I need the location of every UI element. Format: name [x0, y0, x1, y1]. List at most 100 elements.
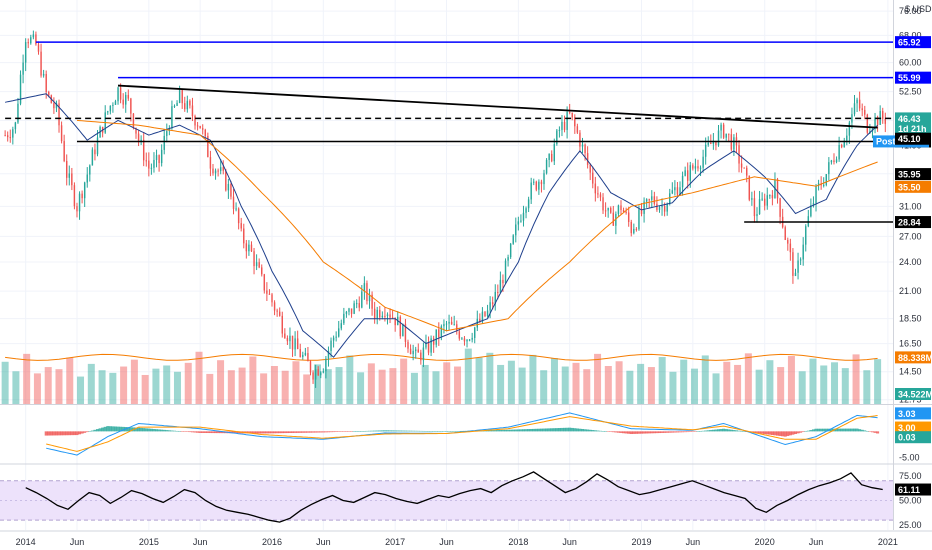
rsi-tick-label: 50.00 [899, 495, 922, 505]
candle-body [214, 170, 217, 174]
candle-body [68, 173, 71, 178]
macd-histogram-bar [373, 430, 377, 432]
macd-histogram-bar [724, 429, 728, 432]
candle-body [697, 166, 699, 169]
macd-histogram-bar [765, 431, 769, 435]
volume-bar [518, 367, 526, 404]
candle-body [37, 44, 40, 52]
volume-bar [863, 370, 871, 404]
candle-body [645, 199, 648, 202]
candle-body [674, 187, 676, 191]
macd-histogram-bar [260, 431, 264, 434]
macd-histogram-bar [855, 428, 859, 432]
candle-body [481, 311, 484, 322]
macd-histogram-bar [853, 428, 857, 432]
macd-histogram-bar [270, 431, 274, 434]
candle-body [540, 181, 543, 185]
volume-bar [44, 367, 52, 404]
volume-bar [787, 355, 795, 404]
candle-body [417, 349, 419, 353]
macd-histogram-bar [288, 431, 292, 433]
candle-body [307, 353, 309, 362]
macd-histogram-bar [275, 431, 279, 434]
candle-body [353, 303, 355, 314]
price-tick-label: 31.00 [899, 201, 922, 211]
macd-histogram-bar [516, 429, 520, 432]
candle-body [379, 309, 381, 318]
macd-histogram-bar [796, 431, 800, 434]
candle-body [753, 198, 756, 217]
macd-histogram-bar [196, 431, 200, 433]
macd-histogram-bar [811, 429, 815, 432]
candle-body [30, 37, 32, 44]
candle-body [148, 160, 150, 169]
macd-histogram-bar [578, 428, 582, 432]
candle-body [248, 244, 250, 252]
candle-body [717, 130, 720, 146]
candle-body [150, 167, 153, 169]
candle-body [710, 142, 712, 144]
volume-bar [33, 373, 41, 404]
candle-body [830, 160, 833, 163]
volume-bar [346, 355, 354, 404]
macd-histogram-bar [614, 431, 618, 433]
candle-body [822, 184, 825, 186]
macd-histogram-bar [134, 427, 138, 432]
macd-histogram-bar [701, 430, 705, 432]
macd-histogram-bar [491, 430, 495, 432]
macd-histogram-bar [44, 431, 48, 436]
macd-histogram-bar [865, 431, 869, 432]
panel-dividers [0, 0, 932, 532]
candle-body [325, 358, 327, 372]
candle-body [137, 133, 140, 142]
candle-body [630, 221, 632, 234]
macd-histogram-bar [616, 431, 620, 433]
candle-body [527, 199, 530, 209]
candle-body [553, 144, 555, 162]
candle-body [361, 291, 363, 308]
macd-histogram-bar [416, 430, 420, 432]
macd-histogram-bar [752, 431, 756, 433]
macd-histogram-bar [206, 431, 210, 434]
candle-body [661, 206, 663, 208]
macd-histogram-bar [699, 431, 703, 432]
support-resistance-levels[interactable] [5, 41, 893, 223]
time-axis[interactable]: 2014 Jun 2015 Jun 2016 Jun 2017 Jun 2018 Jun 2019 J… [16, 537, 898, 547]
price-candles[interactable] [4, 30, 887, 388]
time-tick-label: 2018 [508, 537, 528, 547]
macd-histogram-bar [96, 429, 100, 432]
volume-tag-bg [895, 388, 931, 400]
candle-body [838, 145, 840, 160]
level-tag-bg [895, 36, 931, 49]
macd-histogram-bar [137, 427, 141, 432]
candle-body [853, 103, 856, 115]
candle-body [648, 199, 650, 201]
macd-histogram-bar [858, 429, 862, 432]
volume-bar [270, 366, 278, 404]
candle-body [189, 100, 191, 106]
macd-histogram-bar [799, 431, 803, 433]
candle-body [286, 338, 289, 342]
macd-histogram-bar [67, 431, 71, 436]
macd-histogram-bar [365, 430, 369, 432]
macd-histogram-bar [509, 429, 513, 432]
candle-body [389, 314, 391, 318]
candle-body [615, 213, 617, 226]
candle-body [91, 149, 94, 166]
candle-body [535, 181, 538, 190]
candle-body [427, 342, 430, 353]
candle-body [391, 317, 394, 319]
time-tick-label: Jun [70, 537, 85, 547]
candle-body [468, 339, 471, 341]
macd-histogram-bar [142, 428, 146, 432]
macd-histogram-bar [565, 427, 569, 432]
macd-histogram-bar [49, 431, 53, 436]
candle-body [237, 208, 240, 224]
macd-histogram-bar [406, 430, 410, 432]
volume-bar [313, 364, 321, 404]
candle-body [458, 331, 461, 339]
candle-body [42, 73, 45, 76]
macd-histogram-bar [332, 431, 336, 433]
candle-body [348, 308, 350, 312]
